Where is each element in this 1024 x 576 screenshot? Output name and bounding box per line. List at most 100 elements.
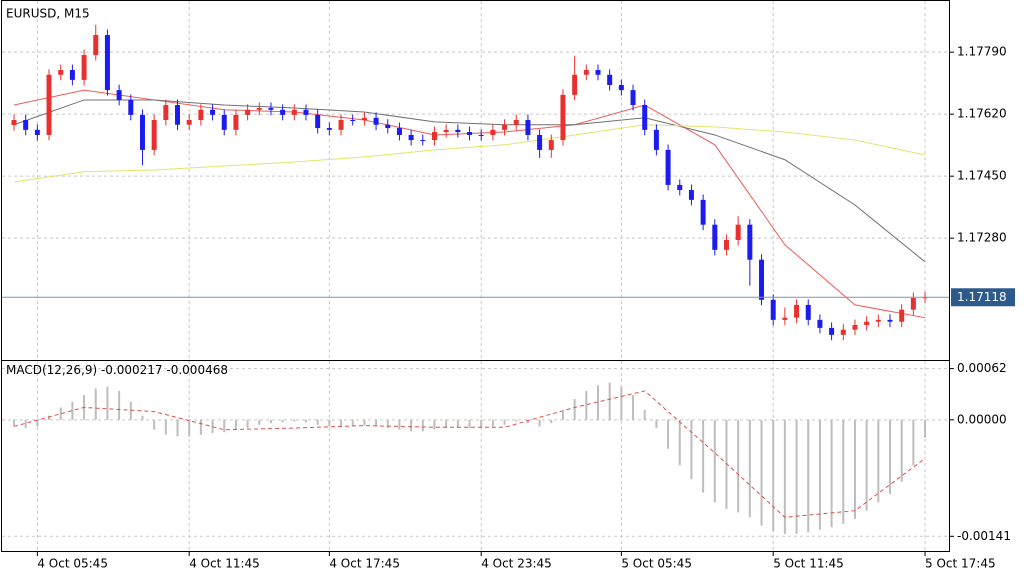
label-layer: EURUSD, M15 MACD(12,26,9) -0.000217 -0.0… bbox=[6, 7, 1015, 571]
candle-body bbox=[46, 74, 52, 135]
moving-average bbox=[13, 124, 926, 183]
candle-body bbox=[256, 107, 262, 110]
candle-body bbox=[840, 329, 846, 335]
x-tick-label: 4 Oct 17:45 bbox=[329, 557, 400, 571]
last-price-label: 1.17118 bbox=[957, 290, 1007, 304]
candle-body bbox=[385, 124, 391, 129]
chart-title: EURUSD, M15 bbox=[6, 7, 90, 21]
candle-body bbox=[899, 309, 905, 322]
candle-body bbox=[607, 74, 613, 85]
signal-value: -0.000468 bbox=[166, 363, 228, 377]
candle-body bbox=[455, 129, 461, 133]
candle-body bbox=[280, 109, 286, 115]
candle-body bbox=[104, 35, 110, 91]
candle-body bbox=[151, 120, 157, 150]
candle-body bbox=[747, 224, 753, 260]
candle-body bbox=[665, 149, 671, 185]
candle-body bbox=[23, 120, 29, 130]
candle-body bbox=[688, 190, 694, 200]
x-tick-label: 5 Oct 05:45 bbox=[621, 557, 692, 571]
candle-body bbox=[548, 140, 554, 150]
candle-body bbox=[735, 224, 741, 240]
candle-body bbox=[759, 259, 765, 300]
candle-body bbox=[245, 109, 251, 115]
candle-body bbox=[537, 134, 543, 150]
candle-body bbox=[852, 324, 858, 330]
candle-body bbox=[467, 132, 473, 135]
candle-body bbox=[361, 117, 367, 120]
candle-body bbox=[443, 129, 449, 133]
x-tick-label: 4 Oct 11:45 bbox=[189, 557, 260, 571]
candle-body bbox=[11, 120, 17, 126]
candle-body bbox=[864, 321, 870, 325]
y-tick-label: 1.17450 bbox=[957, 169, 1007, 183]
candle-body bbox=[560, 94, 566, 141]
candle-body bbox=[69, 70, 75, 80]
candle-body bbox=[186, 120, 192, 125]
y-tick-label: 1.17280 bbox=[957, 231, 1007, 245]
candle-body bbox=[805, 304, 811, 320]
candle-body bbox=[175, 105, 181, 125]
candle-body bbox=[817, 319, 823, 328]
candle-body bbox=[268, 107, 274, 110]
macd-value: -0.000217 bbox=[101, 363, 163, 377]
candle-body bbox=[677, 184, 683, 191]
candle-body bbox=[58, 70, 64, 75]
candle-body bbox=[887, 319, 893, 322]
signal-line bbox=[13, 390, 926, 518]
y-tick-label: 1.17790 bbox=[957, 45, 1007, 59]
last-price-box bbox=[951, 288, 1015, 307]
x-tick-label: 5 Oct 17:45 bbox=[925, 557, 996, 571]
x-tick-label: 5 Oct 11:45 bbox=[773, 557, 844, 571]
y-tick-label: 0.00000 bbox=[957, 412, 1007, 426]
y-tick-label: -0.00141 bbox=[957, 529, 1011, 543]
candle-body bbox=[513, 120, 519, 125]
candle-body bbox=[618, 84, 624, 91]
candle-body bbox=[431, 132, 437, 141]
candle-body bbox=[210, 109, 216, 115]
candle-body bbox=[139, 114, 145, 150]
candle-body bbox=[408, 134, 414, 141]
candle-body bbox=[198, 109, 204, 120]
candle-body bbox=[490, 129, 496, 135]
candle-body bbox=[782, 317, 788, 320]
mark-layer bbox=[2, 24, 950, 534]
candle-body bbox=[420, 140, 426, 142]
candle-body bbox=[303, 109, 309, 115]
candle-body bbox=[583, 70, 589, 75]
candle-body bbox=[595, 70, 601, 75]
candle-body bbox=[502, 124, 508, 130]
candle-body bbox=[910, 297, 916, 310]
candle-body bbox=[723, 240, 729, 250]
candle-body bbox=[233, 114, 239, 130]
indicator-title: MACD(12,26,9) -0.000217 -0.000468 bbox=[6, 363, 228, 377]
candle-body bbox=[770, 299, 776, 320]
candle-body bbox=[653, 129, 659, 150]
candle-body bbox=[700, 199, 706, 225]
candle-body bbox=[350, 120, 356, 121]
y-tick-label: 1.17620 bbox=[957, 107, 1007, 121]
candle-body bbox=[875, 319, 881, 322]
candle-body bbox=[291, 109, 297, 115]
candle-body bbox=[829, 327, 835, 335]
candle-body bbox=[525, 120, 531, 135]
plot-frame bbox=[1, 0, 950, 552]
candle-body bbox=[163, 105, 169, 120]
candle-body bbox=[373, 117, 379, 125]
candle-body bbox=[712, 224, 718, 250]
candle-body bbox=[81, 55, 87, 80]
candle-body bbox=[642, 105, 648, 130]
macd-name: MACD(12,26,9) bbox=[6, 363, 97, 377]
x-tick-label: 4 Oct 05:45 bbox=[37, 557, 108, 571]
candle-body bbox=[572, 74, 578, 95]
candle-body bbox=[93, 35, 99, 56]
candle-body bbox=[116, 90, 122, 100]
candle-body bbox=[34, 129, 40, 135]
candle-body bbox=[315, 114, 321, 129]
candle-body bbox=[478, 134, 484, 136]
x-tick-label: 4 Oct 23:45 bbox=[481, 557, 552, 571]
candle-body bbox=[630, 90, 636, 106]
candle-body bbox=[396, 128, 402, 135]
